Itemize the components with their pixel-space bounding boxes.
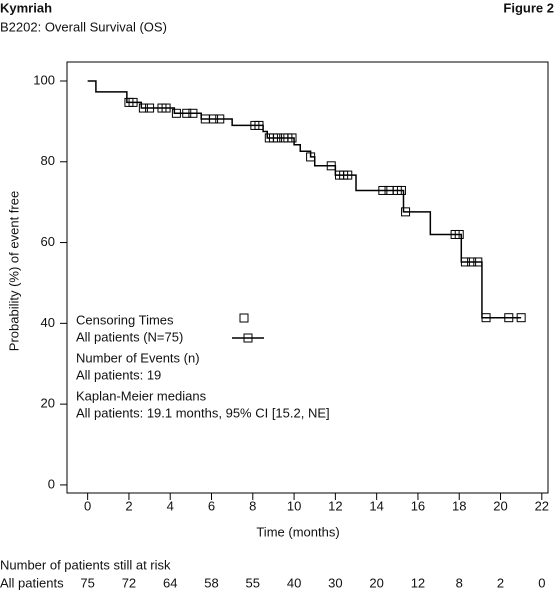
annotation: All patients: 19: [76, 367, 161, 382]
risk-count: 30: [328, 575, 342, 590]
censor-mark: [254, 120, 264, 130]
censor-mark: [188, 108, 198, 118]
censor-mark: [209, 114, 219, 124]
legend-heading: Censoring Times: [76, 312, 174, 327]
legend-label: All patients (N=75): [76, 329, 183, 344]
censor-mark: [138, 103, 148, 113]
y-tick-label: 80: [41, 153, 55, 168]
survival-curve: [87, 80, 522, 319]
annotation: Number of Events (n): [76, 350, 200, 365]
risk-count: 8: [456, 575, 463, 590]
risk-count: 58: [204, 575, 218, 590]
censor-mark: [273, 133, 283, 143]
censor-mark: [516, 313, 526, 323]
x-tick-label: 20: [493, 498, 507, 513]
y-tick-label: 100: [33, 72, 55, 87]
risk-count: 0: [538, 575, 545, 590]
risk-count: 64: [163, 575, 177, 590]
risk-table-title: Number of patients still at risk: [0, 557, 171, 572]
censor-mark: [396, 185, 406, 195]
x-tick-label: 12: [328, 498, 342, 513]
censor-mark: [343, 170, 353, 180]
censor-mark: [287, 133, 297, 143]
y-tick-label: 60: [41, 234, 55, 249]
x-tick-label: 14: [369, 498, 383, 513]
censor-mark: [504, 313, 514, 323]
risk-count: 72: [122, 575, 136, 590]
censor-mark: [454, 229, 464, 239]
censor-mark: [145, 103, 155, 113]
risk-count: 12: [411, 575, 425, 590]
x-tick-label: 2: [125, 498, 132, 513]
plot-frame: [66, 61, 549, 494]
x-tick-label: 4: [167, 498, 174, 513]
risk-count: 55: [246, 575, 260, 590]
x-tick-label: 0: [84, 498, 91, 513]
x-tick-label: 10: [287, 498, 301, 513]
annotation: Kaplan-Meier medians: [76, 388, 207, 403]
censor-mark: [182, 108, 192, 118]
y-tick-label: 40: [41, 315, 55, 330]
risk-row-label: All patients: [0, 575, 64, 590]
figure-label: Figure 2: [503, 0, 554, 15]
chart-title: B2202: Overall Survival (OS): [0, 19, 167, 34]
product-name: Kymriah: [0, 0, 52, 15]
censor-mark: [215, 114, 225, 124]
censor-mark: [326, 161, 336, 171]
y-tick-label: 0: [48, 476, 55, 491]
risk-count: 20: [369, 575, 383, 590]
censor-mark: [401, 207, 411, 217]
x-tick-label: 18: [452, 498, 466, 513]
censor-mark: [378, 185, 388, 195]
x-tick-label: 22: [535, 498, 549, 513]
censor-mark: [128, 97, 138, 107]
censor-mark: [481, 313, 491, 323]
censor-mark: [161, 103, 171, 113]
x-tick-label: 6: [208, 498, 215, 513]
censor-mark: [306, 152, 316, 162]
x-axis-label: Time (months): [256, 524, 339, 539]
censor-mark: [473, 257, 483, 267]
x-tick-label: 16: [411, 498, 425, 513]
risk-count: 75: [80, 575, 94, 590]
risk-count: 40: [287, 575, 301, 590]
x-tick-label: 8: [249, 498, 256, 513]
censor-mark: [171, 108, 181, 118]
annotation: All patients: 19.1 months, 95% CI [15.2,…: [76, 405, 330, 420]
risk-count: 2: [497, 575, 504, 590]
censor-mark: [467, 257, 477, 267]
legend-marker: [243, 333, 253, 343]
y-axis-label: Probability (%) of event free: [6, 191, 21, 351]
y-tick-label: 20: [41, 396, 55, 411]
censor-mark: [460, 257, 470, 267]
legend-censor-marker: [239, 313, 249, 323]
